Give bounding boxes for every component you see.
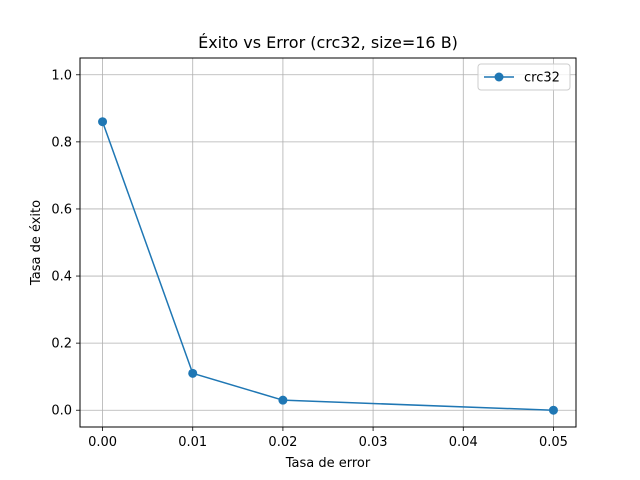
y-axis-title: Tasa de éxito	[29, 200, 44, 286]
series-line-crc32	[101, 121, 554, 411]
x-tick-label: 0.04	[449, 435, 478, 450]
grid-layer	[80, 58, 576, 427]
legend-box	[477, 63, 571, 91]
y-tick-label: 1.0	[51, 68, 72, 83]
legend-marker-swatch	[494, 72, 504, 82]
x-tick-label: 0.02	[268, 435, 297, 450]
data-point	[98, 117, 108, 127]
legend-label: crc32	[524, 71, 560, 86]
y-tick-label: 0.0	[51, 404, 72, 419]
x-tick-label: 0.03	[359, 435, 388, 450]
y-tick-label: 0.8	[51, 135, 72, 150]
y-tick-label: 0.4	[51, 270, 72, 285]
data-point	[548, 405, 558, 415]
plot-frame	[79, 57, 577, 428]
chart-title: Éxito vs Error (crc32, size=16 B)	[198, 33, 458, 52]
data-point	[278, 395, 288, 405]
y-tick-label: 0.2	[51, 337, 72, 352]
legend: crc32	[477, 63, 571, 91]
series-layer	[98, 117, 558, 415]
x-tick-label: 0.01	[178, 435, 207, 450]
x-tick-label: 0.00	[88, 435, 117, 450]
x-axis-title: Tasa de error	[285, 456, 371, 471]
tick-layer: 0.00 0.01 0.02 0.03 0.04 0.05 0.0 0.2 0.4 0.6 0.8 1…	[51, 68, 568, 450]
x-tick-label: 0.05	[539, 435, 568, 450]
data-point	[188, 368, 198, 378]
y-tick-label: 0.6	[51, 202, 72, 217]
